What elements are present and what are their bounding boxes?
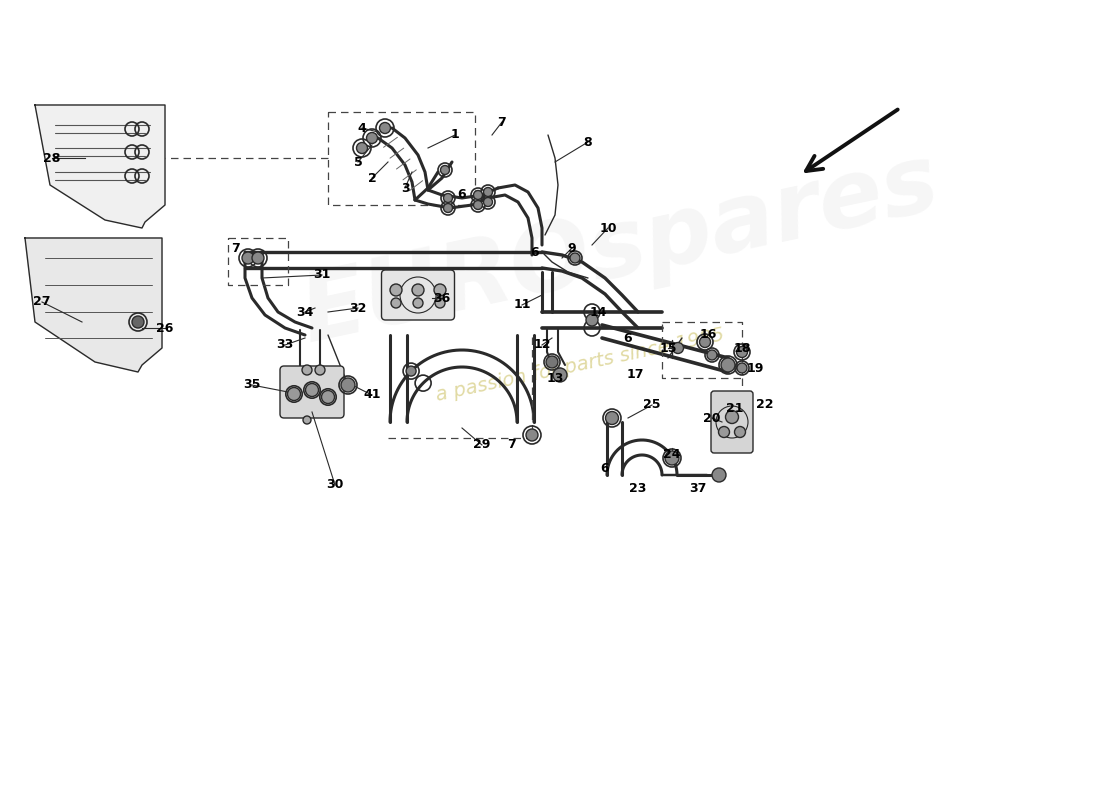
Text: 15: 15 [659,342,676,354]
Circle shape [473,190,483,199]
Text: 7: 7 [497,115,506,129]
Text: 6: 6 [624,331,632,345]
Text: 21: 21 [726,402,744,414]
Text: 11: 11 [514,298,530,311]
Text: 6: 6 [458,189,466,202]
Circle shape [302,416,311,424]
Text: 1: 1 [451,129,460,142]
Circle shape [526,429,538,441]
Circle shape [412,298,424,308]
Circle shape [726,410,738,423]
Text: 18: 18 [734,342,750,354]
Text: 7: 7 [507,438,516,451]
Text: 29: 29 [473,438,491,451]
FancyBboxPatch shape [382,270,454,320]
Text: 35: 35 [243,378,261,391]
Circle shape [737,346,748,358]
Text: 20: 20 [703,411,720,425]
Text: 17: 17 [626,369,644,382]
Circle shape [672,342,683,354]
Circle shape [737,363,747,373]
Text: 5: 5 [353,155,362,169]
Circle shape [242,252,254,264]
Text: 31: 31 [314,269,331,282]
Circle shape [586,314,598,326]
Text: 13: 13 [547,371,563,385]
Text: 6: 6 [530,246,539,258]
Text: 14: 14 [590,306,607,318]
Circle shape [379,122,390,134]
Circle shape [666,451,679,465]
Circle shape [720,358,735,372]
Circle shape [306,383,319,397]
Text: 34: 34 [296,306,314,318]
Text: 22: 22 [757,398,773,411]
Circle shape [252,252,264,264]
Text: 19: 19 [746,362,763,374]
Circle shape [473,201,483,210]
Circle shape [412,284,424,296]
Circle shape [132,316,144,328]
Circle shape [546,356,558,368]
Circle shape [484,198,493,206]
Circle shape [443,203,452,213]
Polygon shape [25,238,162,372]
Circle shape [484,187,493,197]
Text: 10: 10 [600,222,617,234]
Circle shape [700,337,711,347]
Text: 12: 12 [534,338,551,351]
Text: 37: 37 [690,482,706,494]
Circle shape [434,298,446,308]
FancyBboxPatch shape [711,391,754,453]
Text: 41: 41 [363,389,381,402]
Text: 7: 7 [231,242,240,254]
Circle shape [315,365,324,375]
Text: 36: 36 [433,291,451,305]
Circle shape [605,411,618,425]
Text: 16: 16 [700,329,717,342]
Text: 25: 25 [644,398,661,411]
Text: 32: 32 [350,302,366,314]
Circle shape [406,366,416,376]
Circle shape [434,284,446,296]
Text: 26: 26 [156,322,174,334]
Text: 6: 6 [601,462,609,474]
Text: a passion for parts since 1985: a passion for parts since 1985 [434,325,726,405]
Circle shape [718,426,729,438]
Circle shape [735,426,746,438]
FancyBboxPatch shape [280,366,344,418]
Circle shape [390,298,402,308]
Text: 3: 3 [400,182,409,194]
Text: 23: 23 [629,482,647,494]
Text: 33: 33 [276,338,294,351]
Circle shape [341,378,355,392]
Circle shape [440,166,450,174]
Polygon shape [35,105,165,228]
Circle shape [287,387,300,401]
Circle shape [366,133,377,143]
Text: 27: 27 [33,295,51,309]
Text: 2: 2 [367,171,376,185]
Text: 8: 8 [584,135,592,149]
Circle shape [570,253,580,263]
Text: 28: 28 [43,151,60,165]
Circle shape [712,468,726,482]
Circle shape [707,350,717,360]
Circle shape [443,194,452,202]
Circle shape [390,284,402,296]
Text: 30: 30 [327,478,343,491]
Circle shape [302,365,312,375]
Text: 24: 24 [663,449,681,462]
Text: EUROspares: EUROspares [293,138,947,362]
Text: 4: 4 [358,122,366,134]
Text: 9: 9 [568,242,576,254]
Circle shape [553,368,566,382]
Circle shape [321,390,334,403]
Circle shape [356,142,367,154]
